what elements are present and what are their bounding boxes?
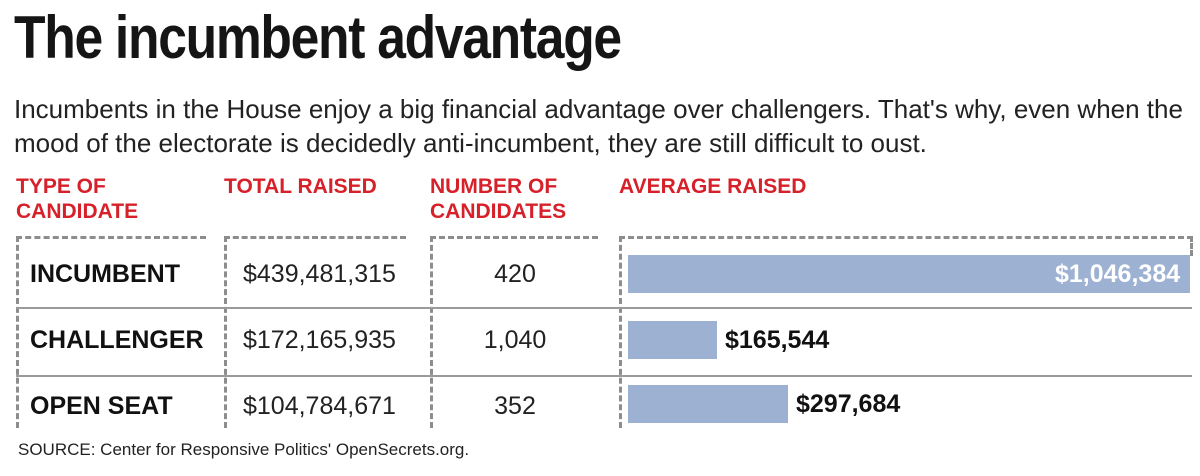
row-separator <box>16 375 1192 377</box>
header-divider-type <box>16 236 206 239</box>
column-header-count: NUMBER OF CANDIDATES <box>430 175 567 223</box>
column-divider-count <box>430 236 433 428</box>
row-challenger-type: CHALLENGER <box>30 326 204 354</box>
header-divider-count <box>430 236 598 239</box>
row-incumbent-total: $439,481,315 <box>243 260 396 288</box>
column-divider-right <box>1190 236 1193 256</box>
row-open-seat-total: $104,784,671 <box>243 392 396 420</box>
chart-subtitle: Incumbents in the House enjoy a big fina… <box>14 94 1183 158</box>
source-note: SOURCE: Center for Responsive Politics' … <box>18 440 470 459</box>
row-open-seat-type: OPEN SEAT <box>30 392 173 420</box>
column-divider-total <box>224 236 227 428</box>
row-separator <box>16 307 1192 309</box>
bar-label-incumbent: $1,046,384 <box>1055 260 1181 288</box>
column-divider-average <box>619 236 622 428</box>
row-challenger-count: 1,040 <box>483 326 547 354</box>
row-challenger-total: $172,165,935 <box>243 326 396 354</box>
header-divider-average <box>619 236 1193 239</box>
bar-incumbent <box>628 255 1190 293</box>
column-header-total: TOTAL RAISED <box>224 175 377 198</box>
bar-open-seat <box>628 385 788 423</box>
column-header-type: TYPE OF CANDIDATE <box>16 175 139 223</box>
chart-title: The incumbent advantage <box>14 4 622 71</box>
header-divider-total <box>224 236 406 239</box>
row-incumbent-count: 420 <box>494 260 536 288</box>
bar-challenger <box>628 321 717 359</box>
bar-label-open-seat: $297,684 <box>796 390 901 418</box>
column-divider-type <box>16 236 19 428</box>
row-open-seat-count: 352 <box>494 392 536 420</box>
bar-label-challenger: $165,544 <box>725 326 830 354</box>
row-incumbent-type: INCUMBENT <box>30 260 180 288</box>
column-header-average: AVERAGE RAISED <box>619 175 807 198</box>
